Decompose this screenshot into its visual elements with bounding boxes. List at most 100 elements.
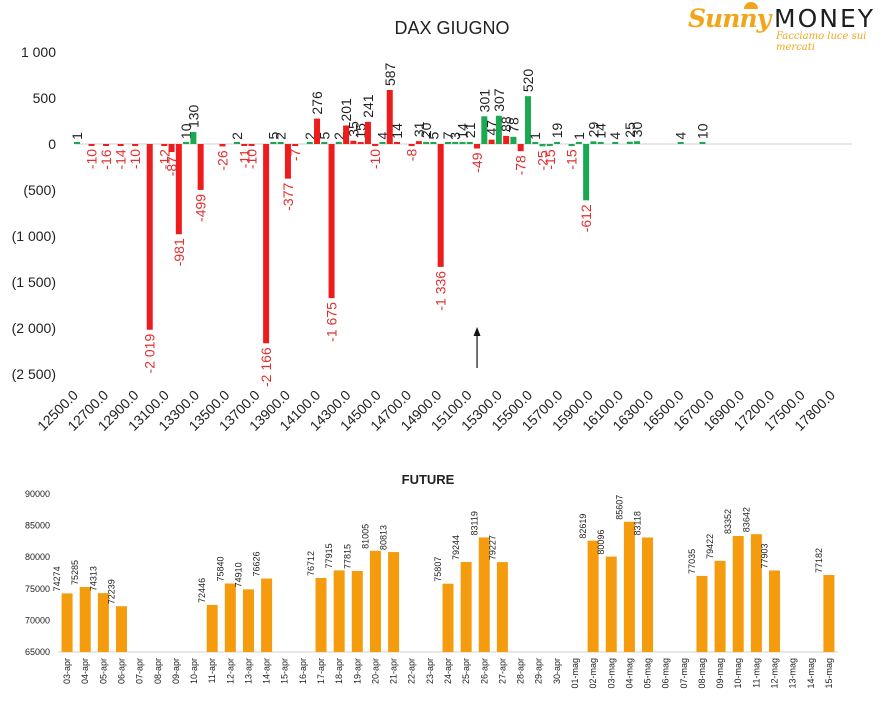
data-label: 79227	[487, 535, 497, 560]
data-label: 276	[309, 91, 325, 115]
data-label: -499	[193, 194, 209, 222]
data-label: 307	[491, 88, 507, 112]
data-label: 83118	[633, 511, 643, 535]
data-label: 5	[316, 132, 332, 140]
x-tick-label: 24-apr	[443, 658, 453, 684]
data-label: -10	[127, 149, 143, 169]
x-tick-label: 03-apr	[62, 658, 72, 684]
x-tick-label: 30-apr	[552, 658, 562, 684]
data-label: 21	[462, 122, 478, 138]
x-tick-label: 13-apr	[243, 658, 253, 684]
future-bar	[605, 556, 617, 652]
option-bar	[524, 96, 531, 144]
option-bar	[539, 144, 546, 147]
y-tick-label: 90000	[25, 489, 50, 499]
option-bar	[488, 139, 495, 144]
x-tick-label: 26-apr	[479, 658, 489, 684]
data-label: 82619	[578, 514, 588, 539]
future-bar	[823, 575, 835, 652]
option-bar	[314, 118, 321, 144]
y-tick-label: (2 000)	[12, 320, 56, 336]
data-label: -10	[367, 149, 383, 169]
data-label: -10	[244, 149, 260, 169]
x-tick-label: 11-mag	[751, 658, 761, 688]
option-bar	[146, 144, 153, 330]
data-label: -2 166	[258, 347, 274, 387]
data-label: 29	[585, 122, 601, 138]
option-bar	[517, 144, 524, 152]
option-bar	[103, 144, 110, 146]
data-label: 20	[418, 122, 434, 138]
data-label: 75807	[433, 557, 443, 582]
data-label: -14	[113, 149, 129, 169]
option-bar	[379, 142, 386, 144]
data-label: 130	[185, 104, 201, 128]
data-label: 72446	[197, 578, 207, 603]
data-label: 79422	[705, 534, 715, 559]
future-bar	[696, 575, 708, 652]
data-label: 79244	[451, 535, 461, 560]
data-label: 77182	[814, 548, 824, 573]
x-tick-label: 09-mag	[715, 658, 725, 689]
chart-title: DAX GIUGNO	[394, 18, 509, 38]
data-label: 77815	[342, 544, 352, 569]
option-bar	[510, 136, 517, 144]
future-bar	[442, 583, 454, 652]
x-tick-label: 06-mag	[661, 658, 671, 689]
data-label: 1	[571, 132, 587, 140]
x-tick-label: 12-mag	[770, 658, 780, 689]
data-label: 75285	[70, 560, 80, 585]
data-label: -49	[469, 152, 485, 172]
future-bar	[388, 552, 400, 652]
future-bar	[97, 593, 109, 652]
option-bar	[408, 144, 415, 146]
data-label: 30	[629, 121, 645, 137]
data-label: 4	[673, 132, 689, 140]
y-tick-label: (1 500)	[12, 274, 56, 290]
logo-brand-b: MONEY	[774, 4, 876, 33]
x-tick-label: 28-apr	[516, 658, 526, 684]
option-bar	[634, 141, 641, 144]
x-tick-label: 13-mag	[788, 658, 798, 689]
future-title: FUTURE	[402, 472, 455, 487]
option-bar	[175, 144, 182, 235]
logo-brand-a: Sunny	[688, 4, 771, 33]
option-bar	[161, 144, 168, 146]
future-bar	[714, 560, 726, 652]
option-bar	[437, 144, 444, 267]
x-tick-label: 05-apr	[98, 658, 108, 684]
data-label: 74313	[88, 566, 98, 591]
x-tick-label: 04-apr	[80, 658, 90, 684]
data-label: 77035	[687, 549, 697, 574]
sun-icon	[744, 2, 758, 9]
option-bar	[343, 125, 350, 144]
data-label: 83642	[741, 507, 751, 532]
option-bar	[677, 142, 684, 144]
option-bar	[415, 141, 422, 144]
data-label: 5	[425, 132, 441, 140]
data-label: 3	[447, 132, 463, 140]
y-tick-label: 0	[48, 136, 56, 152]
option-bar	[626, 141, 633, 144]
x-tick-label: 01-mag	[570, 658, 580, 689]
option-bar	[612, 142, 619, 144]
data-label: -1 675	[324, 302, 340, 342]
data-label: 77903	[760, 543, 770, 568]
option-bar	[546, 144, 553, 146]
x-tick-label: 09-apr	[171, 658, 181, 684]
data-label: 35	[345, 121, 361, 137]
option-bar	[357, 142, 364, 144]
x-tick-label: 12-apr	[225, 658, 235, 684]
data-label: 301	[476, 89, 492, 113]
x-tick-label: 14-mag	[806, 658, 816, 689]
x-tick-label: 03-mag	[606, 658, 616, 689]
future-bar	[769, 570, 781, 652]
option-bar	[117, 144, 124, 146]
data-label: -377	[280, 182, 296, 210]
option-bar	[284, 144, 291, 179]
option-bar	[495, 115, 502, 144]
data-label: -78	[513, 155, 529, 175]
dax-giugno-chart: DAX GIUGNO 1 000 500 0 (500) (1 000) (1 500) (2…	[12, 18, 852, 434]
data-label: -10	[84, 149, 100, 169]
option-bar	[306, 142, 313, 144]
